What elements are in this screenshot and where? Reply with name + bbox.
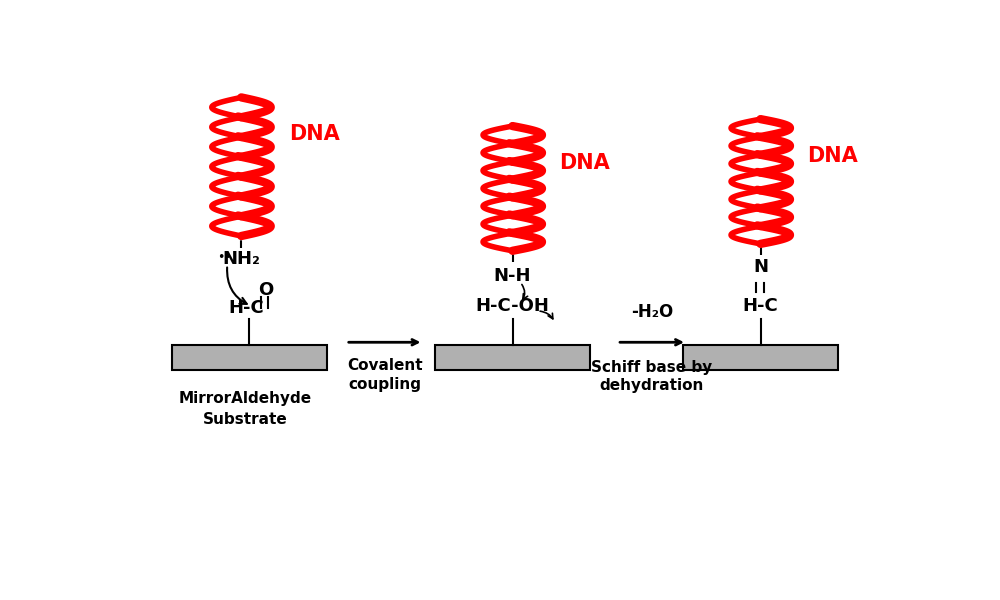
Text: ••: •• [217,251,232,264]
Text: MirrorAldehyde: MirrorAldehyde [179,391,312,406]
FancyBboxPatch shape [172,344,326,370]
Text: Covalent: Covalent [347,358,422,373]
FancyArrowPatch shape [227,268,247,304]
Text: H-C-OH: H-C-OH [476,296,549,314]
Text: N: N [753,258,768,276]
Text: O: O [258,281,274,299]
Text: H-C: H-C [743,296,778,314]
FancyBboxPatch shape [683,344,838,370]
Text: Schiff base by: Schiff base by [591,360,713,375]
Text: DNA: DNA [559,153,610,173]
Text: DNA: DNA [807,146,858,166]
Text: NH₂: NH₂ [222,250,260,268]
FancyBboxPatch shape [435,344,590,370]
Text: DNA: DNA [289,124,340,145]
Text: N-H: N-H [494,266,531,284]
Text: coupling: coupling [348,377,421,392]
Text: dehydration: dehydration [600,379,704,394]
Text: H-C: H-C [229,299,265,317]
FancyArrowPatch shape [540,311,553,319]
Text: Substrate: Substrate [203,412,288,427]
Text: -H₂O: -H₂O [631,304,673,322]
FancyArrowPatch shape [522,284,528,299]
